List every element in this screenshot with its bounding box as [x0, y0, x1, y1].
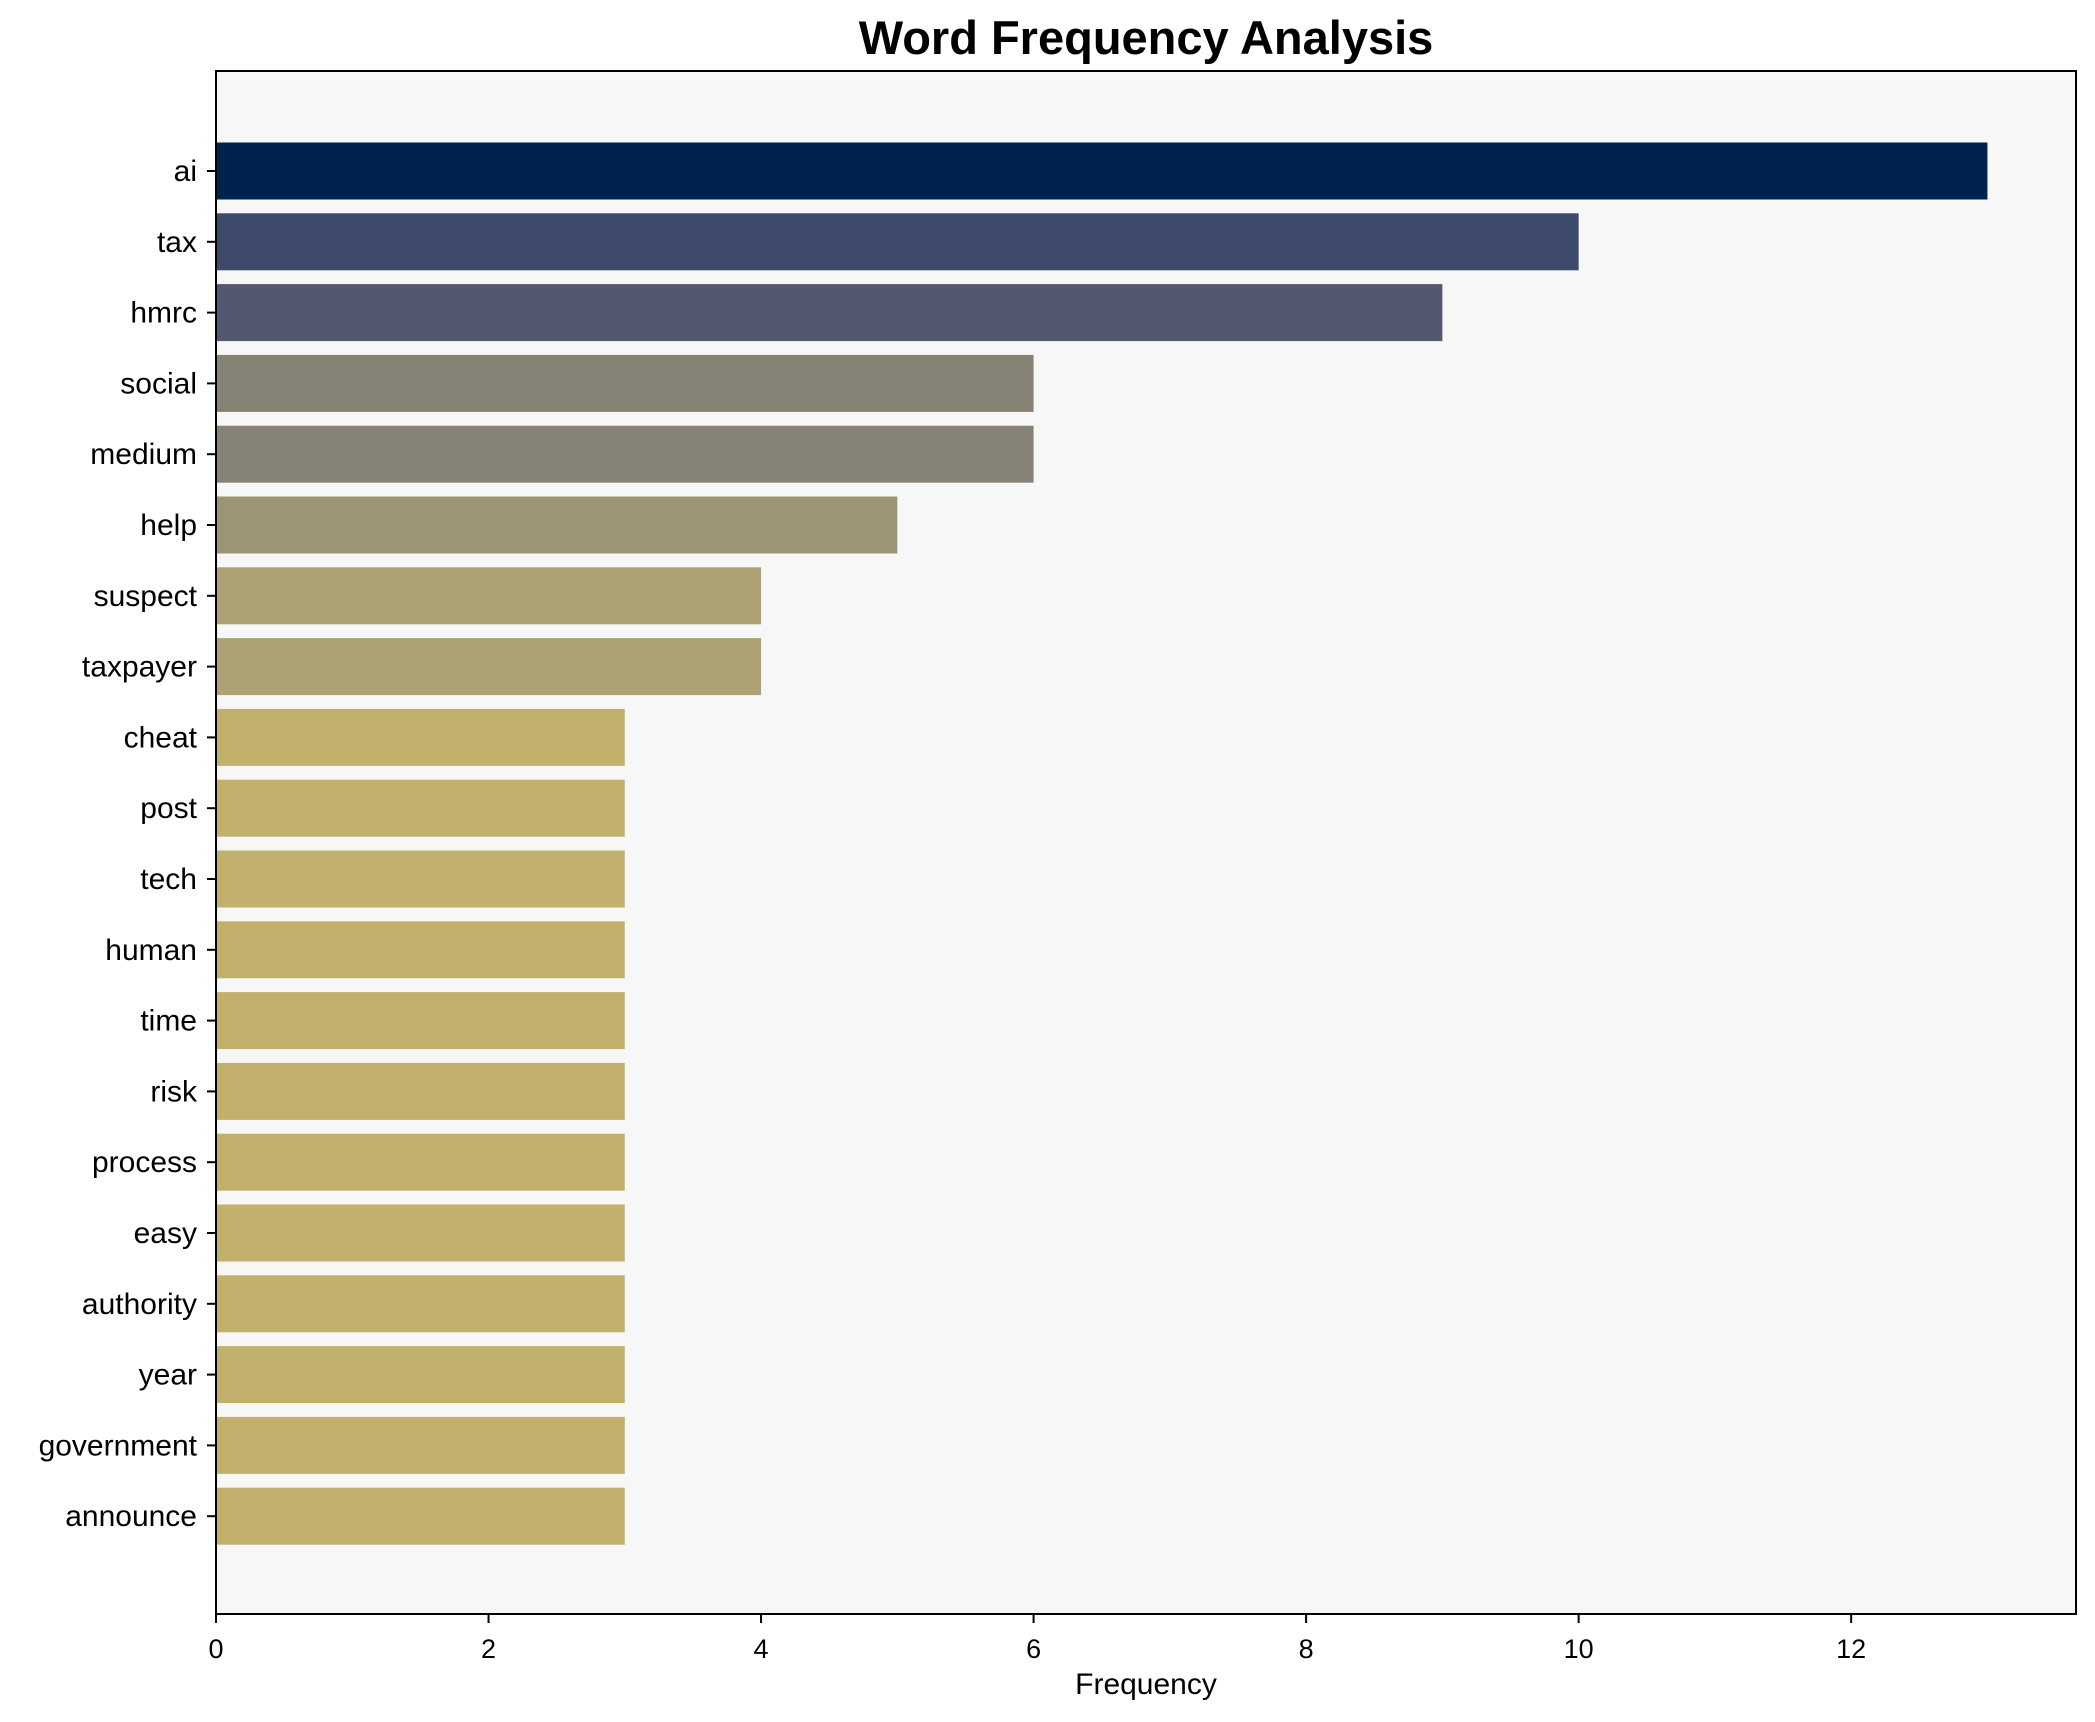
y-tick-label: social	[120, 367, 197, 400]
bar-announce	[216, 1487, 625, 1545]
y-tick-label: easy	[134, 1217, 197, 1250]
y-tick-label: post	[140, 792, 197, 825]
y-tick-label: year	[139, 1359, 197, 1392]
bar-authority	[216, 1275, 625, 1333]
x-tick-label: 12	[1836, 1634, 1866, 1664]
plot-frame	[215, 70, 2077, 1615]
bar-social	[216, 354, 1034, 412]
y-tick-label: tech	[140, 863, 197, 896]
bar-cheat	[216, 708, 625, 766]
y-tick-label: government	[39, 1429, 198, 1462]
x-tick-label: 4	[754, 1634, 769, 1664]
bar-post	[216, 779, 625, 837]
bar-year	[216, 1346, 625, 1404]
y-tick-label: risk	[150, 1075, 198, 1108]
bar-suspect	[216, 567, 762, 625]
bar-human	[216, 921, 625, 979]
y-tick-label: taxpayer	[82, 651, 197, 684]
y-tick-label: ai	[174, 155, 197, 188]
y-tick-label: suspect	[94, 580, 198, 613]
y-tick-label: human	[105, 934, 197, 967]
bar-help	[216, 496, 898, 554]
x-tick-label: 6	[1026, 1634, 1041, 1664]
bar-government	[216, 1416, 625, 1474]
x-axis-label: Frequency	[1075, 1668, 1217, 1701]
y-tick-label: cheat	[124, 721, 198, 754]
bar-taxpayer	[216, 638, 762, 696]
y-tick-label: time	[140, 1005, 197, 1038]
y-tick-label: announce	[65, 1500, 197, 1533]
bars-group	[216, 142, 1988, 1545]
bar-time	[216, 992, 625, 1050]
x-tick-label: 2	[481, 1634, 496, 1664]
y-tick-label: medium	[90, 438, 197, 471]
bar-ai	[216, 142, 1988, 200]
y-tick-label: authority	[82, 1288, 197, 1321]
x-tick-label: 10	[1564, 1634, 1594, 1664]
y-tick-label: process	[92, 1146, 197, 1179]
y-axis-ticks: ai tax hmrc social medium help suspect taxpayer…	[39, 155, 216, 1533]
bar-medium	[216, 425, 1034, 483]
x-tick-label: 0	[208, 1634, 223, 1664]
bar-risk	[216, 1062, 625, 1120]
x-tick-label: 8	[1299, 1634, 1314, 1664]
y-tick-label: tax	[157, 226, 197, 259]
y-tick-label: hmrc	[130, 297, 197, 330]
chart-title: Word Frequency Analysis	[859, 11, 1434, 64]
bar-tax	[216, 213, 1579, 271]
bar-hmrc	[216, 284, 1443, 342]
bar-process	[216, 1133, 625, 1191]
y-tick-label: help	[140, 509, 197, 542]
bar-tech	[216, 850, 625, 908]
bar-easy	[216, 1204, 625, 1262]
x-axis-ticks: 0 2 4 6 8 10 12	[208, 1614, 1866, 1664]
